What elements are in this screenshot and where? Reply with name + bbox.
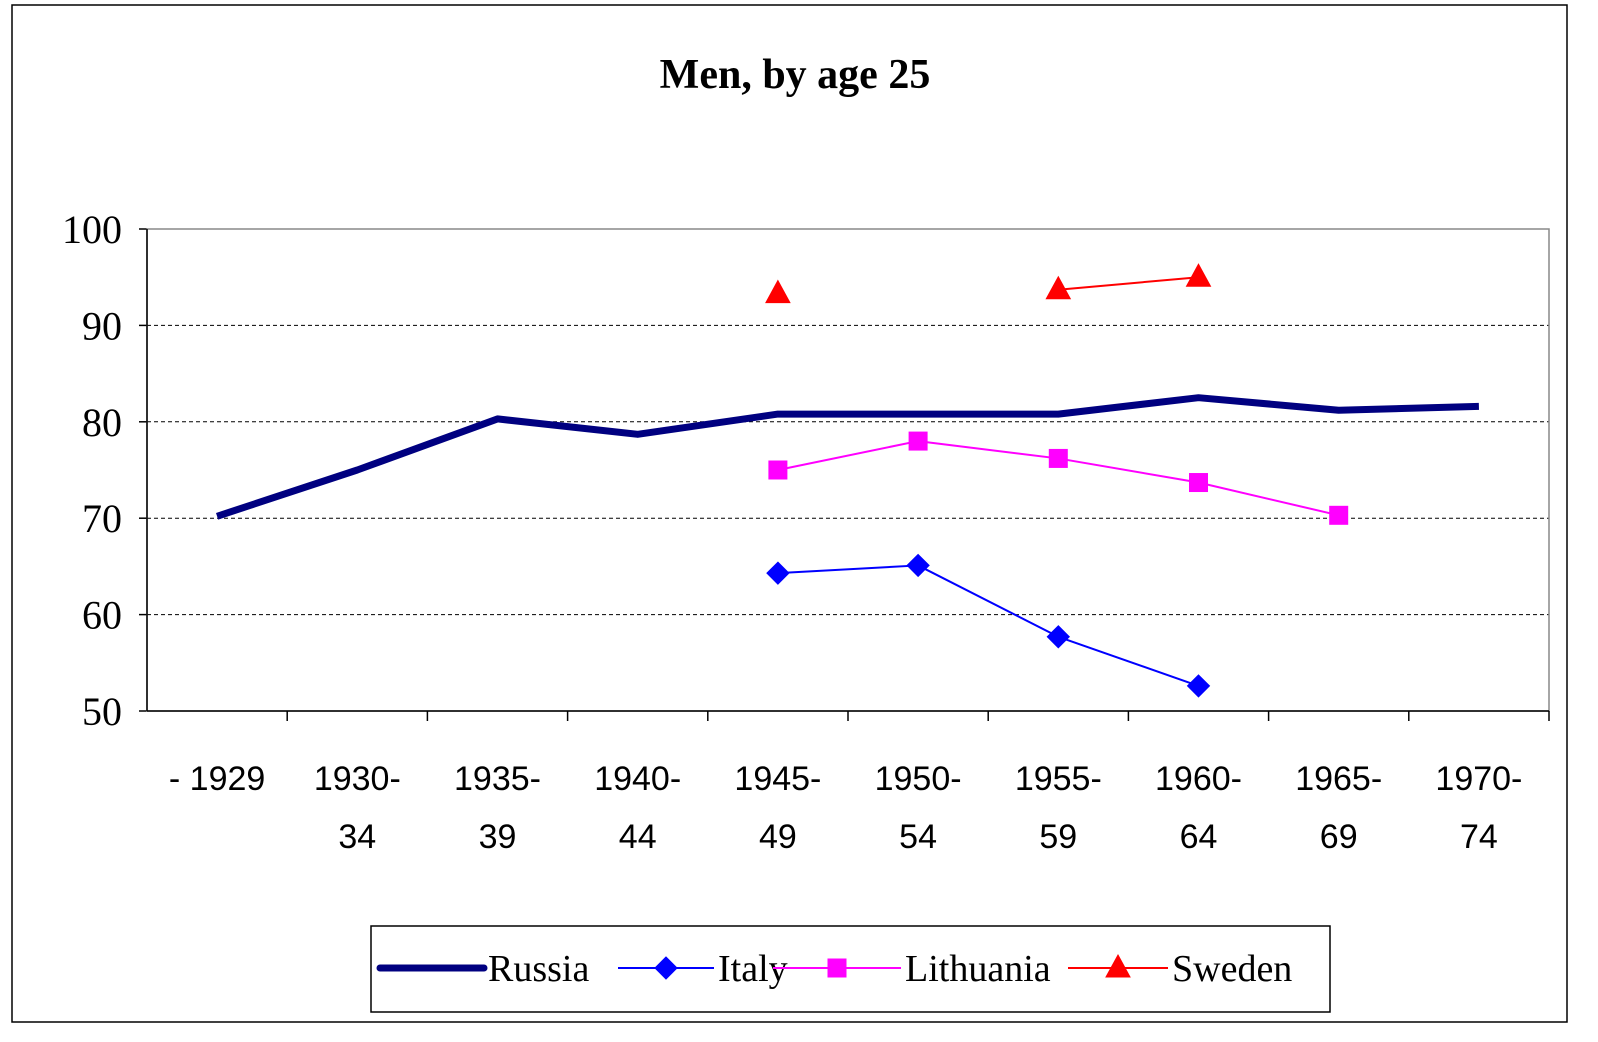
- series-line: [216, 394, 1479, 520]
- y-tick-label: 60: [82, 593, 122, 638]
- marker: [1189, 473, 1208, 493]
- y-tick-label: 90: [82, 303, 122, 348]
- legend-label: Sweden: [1172, 948, 1292, 990]
- y-tick-label: 50: [82, 689, 122, 734]
- x-tick-label: 1950-: [875, 760, 962, 798]
- marker: [1048, 448, 1068, 468]
- y-tick-label: 70: [82, 496, 122, 541]
- x-tick-label: 1935-: [454, 760, 541, 798]
- x-tick-label: 54: [899, 818, 937, 856]
- x-tick-label: 44: [619, 818, 657, 856]
- x-tick-label: 1965-: [1295, 760, 1382, 798]
- legend-marker: [827, 958, 847, 978]
- legend-marker: [654, 956, 678, 980]
- series-line: [777, 564, 1199, 687]
- x-tick-label: 74: [1460, 818, 1498, 856]
- x-tick-label: 1970-: [1435, 760, 1522, 798]
- chart-border: [11, 4, 1568, 1023]
- marker: [906, 553, 930, 578]
- chart-title: Men, by age 25: [660, 52, 931, 98]
- x-tick-label: 1940-: [594, 760, 681, 798]
- x-tick-label: 39: [479, 818, 517, 856]
- x-tick-label: 1960-: [1155, 760, 1242, 798]
- marker: [1329, 505, 1349, 525]
- marker: [765, 279, 791, 304]
- x-tick-label: 69: [1320, 818, 1358, 856]
- x-tick-label: 1945-: [734, 760, 821, 798]
- marker: [1185, 263, 1212, 287]
- marker: [1045, 275, 1072, 300]
- series-line: [1058, 276, 1199, 291]
- x-tick-label: 49: [759, 818, 797, 856]
- marker: [1046, 625, 1071, 649]
- x-tick-label: 1955-: [1015, 760, 1102, 798]
- x-tick-label: - 1929: [169, 760, 265, 798]
- x-tick-label: 34: [338, 818, 376, 856]
- y-tick-label: 100: [62, 207, 122, 252]
- marker: [766, 561, 790, 585]
- legend-label: Lithuania: [905, 948, 1051, 990]
- legend-label: Russia: [488, 948, 589, 990]
- legend-marker: [1105, 953, 1131, 978]
- marker: [1186, 674, 1211, 698]
- marker: [908, 431, 928, 451]
- marker: [768, 460, 788, 480]
- x-tick-label: 1930-: [314, 760, 401, 798]
- y-tick-label: 80: [82, 400, 122, 445]
- x-tick-label: 59: [1039, 818, 1077, 856]
- x-tick-label: 64: [1180, 818, 1218, 856]
